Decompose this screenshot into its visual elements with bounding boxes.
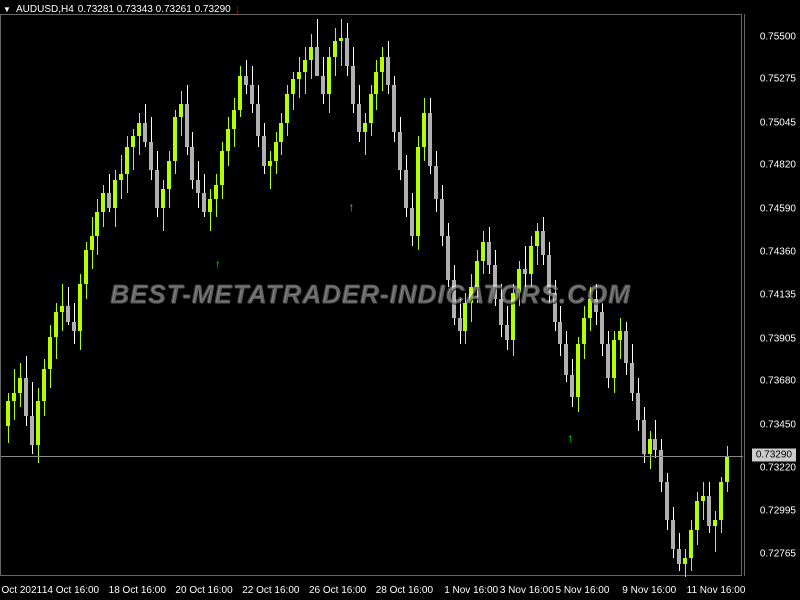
- y-tick: 0.73450: [760, 419, 796, 430]
- x-tick: 1 Nov 16:00: [444, 585, 498, 596]
- x-tick: 3 Nov 16:00: [500, 585, 554, 596]
- y-tick: 0.74820: [760, 160, 796, 171]
- x-tick: 18 Oct 16:00: [109, 585, 166, 596]
- x-tick: 28 Oct 16:00: [376, 585, 433, 596]
- title-bar: ▼ AUDUSD,H4 0.73281 0.73343 0.73261 0.73…: [2, 2, 241, 16]
- x-tick: 12 Oct 2021: [0, 585, 42, 596]
- y-tick: 0.75275: [760, 74, 796, 85]
- candles-layer: [1, 15, 741, 575]
- y-tick: 0.74135: [760, 290, 796, 301]
- x-axis: 12 Oct 202114 Oct 16:00 18 Oct 16:00 20 Oc…: [0, 576, 742, 600]
- y-tick: 0.73905: [760, 333, 796, 344]
- current-price-marker: 0.73290: [752, 448, 796, 461]
- y-axis: 0.75500 0.75275 0.75045 0.74820 0.74590 0.743…: [744, 14, 800, 576]
- ohlc-values: 0.73281 0.73343 0.73261 0.73290: [78, 4, 231, 15]
- y-tick: 0.72765: [760, 549, 796, 560]
- x-tick: 11 Nov 16:00: [687, 585, 746, 596]
- x-tick: 26 Oct 16:00: [309, 585, 366, 596]
- y-tick: 0.75045: [760, 117, 796, 128]
- x-tick: 9 Nov 16:00: [622, 585, 676, 596]
- chart-container: ▼ AUDUSD,H4 0.73281 0.73343 0.73261 0.73…: [0, 0, 800, 600]
- chart-area[interactable]: ↑↑↑ BEST-METATRADER-INDICATORS.COM: [0, 14, 742, 576]
- signal-arrow-up-icon: ↑: [567, 431, 573, 445]
- symbol-label: AUDUSD,H4: [16, 4, 74, 15]
- y-tick: 0.74590: [760, 203, 796, 214]
- x-tick: 5 Nov 16:00: [556, 585, 610, 596]
- x-tick: 22 Oct 16:00: [242, 585, 299, 596]
- y-tick: 0.73680: [760, 376, 796, 387]
- dropdown-icon[interactable]: ▼: [2, 4, 12, 14]
- x-tick: 14 Oct 16:00: [42, 585, 99, 596]
- signal-arrow-up-icon: ↑: [215, 257, 221, 271]
- y-tick: 0.72995: [760, 505, 796, 516]
- y-tick: 0.73220: [760, 463, 796, 474]
- y-tick: 0.74360: [760, 247, 796, 258]
- x-tick: 20 Oct 16:00: [175, 585, 232, 596]
- current-price-line: [1, 456, 743, 457]
- signal-arrow-up-icon: ↑: [348, 200, 354, 214]
- y-tick: 0.75500: [760, 31, 796, 42]
- signal-arrow-down-icon: ↓: [235, 2, 241, 16]
